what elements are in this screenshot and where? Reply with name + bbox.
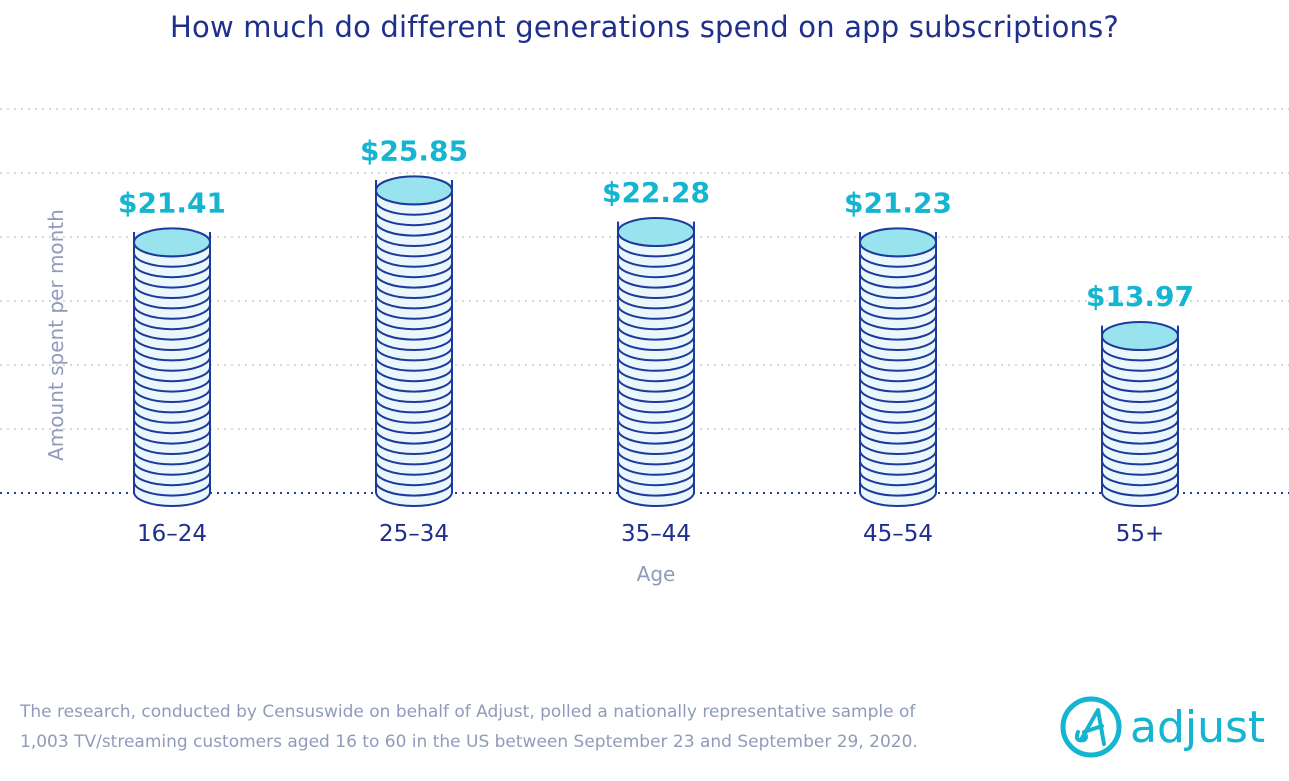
x-tick-label: 16–24 (137, 521, 207, 547)
coin-stack-bar (133, 227, 211, 507)
data-label: $21.41 (118, 186, 226, 219)
footnote-line-2: 1,003 TV/streaming customers aged 16 to … (20, 732, 918, 752)
coin-stack-top (133, 227, 211, 258)
data-label: $25.85 (360, 134, 468, 167)
coin-stack-bar (375, 175, 453, 507)
x-tick-label: 25–34 (379, 521, 449, 547)
coin-stack-bar (1101, 321, 1179, 507)
data-label: $22.28 (602, 176, 710, 209)
x-tick-label: 55+ (1116, 521, 1165, 547)
x-tick-label: 45–54 (863, 521, 933, 547)
data-label: $21.23 (844, 186, 952, 219)
y-axis-title: Amount spent per month (44, 209, 68, 461)
x-tick-label: 35–44 (621, 521, 691, 547)
coin-stack-top (375, 175, 453, 206)
chart-title: How much do different generations spend … (170, 10, 1119, 44)
x-axis-title: Age (637, 562, 676, 586)
coin-stack-top (1101, 321, 1179, 351)
coin-stack-top (859, 227, 937, 258)
data-label: $13.97 (1086, 280, 1194, 313)
adjust-logo: adjust (1060, 696, 1265, 758)
svg-text:adjust: adjust (1130, 702, 1265, 753)
footnote: The research, conducted by Censuswide on… (20, 697, 918, 757)
coin-stack-bar (859, 227, 937, 507)
coin-stack-bar (617, 217, 695, 507)
footnote-line-1: The research, conducted by Censuswide on… (20, 702, 916, 722)
coin-stack-top (617, 217, 695, 247)
